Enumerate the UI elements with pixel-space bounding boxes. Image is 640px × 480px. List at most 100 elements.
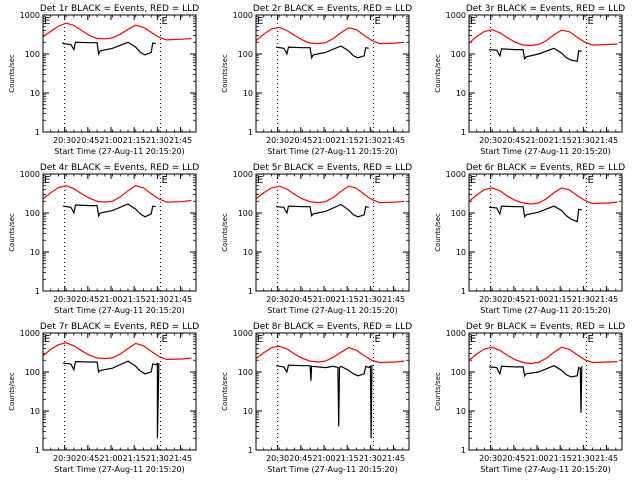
y-axis-label: Counts/sec: [221, 54, 229, 93]
marker-label: E: [161, 16, 167, 27]
y-tick-label: 1000: [233, 329, 253, 338]
chart-title: Det 1r BLACK = Events, RED = LLD: [40, 4, 199, 14]
y-tick-label: 1: [35, 446, 40, 455]
x-tick-label: 21:15: [336, 136, 359, 145]
series-line-events: [489, 47, 582, 63]
y-tick-label: 100: [451, 368, 466, 377]
x-tick-label: 21:30: [572, 454, 595, 463]
x-tick-label: 20:45: [76, 295, 99, 304]
x-axis-label: Start Time (27-Aug-11 20:15:20): [267, 465, 398, 474]
series-line-lld: [255, 345, 405, 364]
chart-panel-3: Det 3r BLACK = Events, RED = LLD Counts/s…: [434, 4, 625, 156]
plot-frame: [468, 173, 623, 292]
series-line-lld: [42, 22, 192, 41]
y-tick-label: 100: [238, 50, 253, 59]
x-tick-label: 21:45: [595, 454, 618, 463]
x-tick-label: 21:30: [359, 295, 382, 304]
chart-panel-4: Det 4r BLACK = Events, RED = LLD Counts/s…: [8, 163, 199, 315]
x-axis-label: Start Time (27-Aug-11 20:15:20): [267, 306, 398, 315]
x-tick-label: 21:15: [549, 136, 572, 145]
marker-label: E: [161, 175, 167, 186]
x-tick-label: 21:45: [595, 295, 618, 304]
x-tick-label: 20:30: [266, 295, 289, 304]
marker-label: E: [470, 175, 476, 186]
x-tick-label: 21:45: [169, 136, 192, 145]
y-tick-label: 1000: [20, 11, 40, 20]
series-line-lld: [468, 346, 618, 365]
x-tick-label: 20:30: [53, 295, 76, 304]
x-tick-label: 20:45: [502, 454, 525, 463]
y-tick-label: 100: [451, 50, 466, 59]
y-tick-label: 100: [25, 50, 40, 59]
marker-label: E: [257, 175, 263, 186]
x-axis-label: Start Time (27-Aug-11 20:15:20): [480, 465, 611, 474]
plot-frame: [468, 14, 623, 133]
y-tick-label: 10: [30, 407, 40, 416]
series-line-lld: [468, 187, 618, 205]
x-tick-label: 21:45: [382, 454, 405, 463]
y-tick-label: 1: [35, 287, 40, 296]
series-line-events: [63, 203, 156, 218]
x-tick-label: 21:30: [359, 454, 382, 463]
x-tick-label: 21:30: [146, 136, 169, 145]
marker-label: E: [44, 175, 50, 186]
marker-label: E: [587, 175, 593, 186]
x-tick-label: 20:30: [266, 136, 289, 145]
x-axis-label: Start Time (27-Aug-11 20:15:20): [267, 147, 398, 156]
series-line-lld: [468, 29, 618, 47]
chart-panel-1: Det 1r BLACK = Events, RED = LLD Counts/s…: [8, 4, 199, 156]
x-tick-label: 21:00: [525, 295, 548, 304]
marker-label: E: [44, 334, 50, 345]
y-tick-label: 100: [25, 368, 40, 377]
x-tick-label: 21:15: [336, 295, 359, 304]
marker-label: E: [161, 334, 167, 345]
y-tick-label: 10: [456, 407, 466, 416]
chart-title: Det 3r BLACK = Events, RED = LLD: [466, 4, 625, 14]
y-tick-label: 1: [35, 128, 40, 137]
x-tick-label: 21:00: [312, 454, 335, 463]
x-tick-label: 21:00: [525, 454, 548, 463]
y-tick-label: 10: [30, 248, 40, 257]
y-axis-label: Counts/sec: [434, 213, 442, 252]
chart-title: Det 5r BLACK = Events, RED = LLD: [253, 163, 412, 173]
series-line-events: [489, 365, 583, 413]
y-tick-label: 10: [456, 89, 466, 98]
y-axis-label: Counts/sec: [434, 372, 442, 411]
x-axis-label: Start Time (27-Aug-11 20:15:20): [54, 306, 185, 315]
y-tick-label: 100: [238, 209, 253, 218]
y-tick-label: 1: [248, 446, 253, 455]
x-tick-label: 21:15: [549, 454, 572, 463]
x-tick-label: 21:30: [359, 136, 382, 145]
x-tick-label: 21:15: [549, 295, 572, 304]
x-tick-label: 21:15: [123, 136, 146, 145]
x-tick-label: 20:45: [502, 136, 525, 145]
plot-frame: [42, 332, 197, 451]
series-line-events: [489, 205, 582, 223]
y-tick-label: 1000: [446, 329, 466, 338]
plot-frame: [255, 14, 410, 133]
x-tick-label: 21:00: [99, 295, 122, 304]
series-line-events: [276, 364, 373, 439]
y-tick-label: 1: [461, 287, 466, 296]
x-tick-label: 21:30: [572, 295, 595, 304]
x-tick-label: 21:45: [382, 136, 405, 145]
y-axis-label: Counts/sec: [8, 213, 16, 252]
y-axis-label: Counts/sec: [434, 54, 442, 93]
x-axis-label: Start Time (27-Aug-11 20:15:20): [480, 147, 611, 156]
y-tick-label: 10: [30, 89, 40, 98]
y-tick-label: 10: [243, 407, 253, 416]
y-tick-label: 100: [238, 368, 253, 377]
x-tick-label: 21:00: [99, 136, 122, 145]
chart-title: Det 9r BLACK = Events, RED = LLD: [466, 322, 625, 332]
y-tick-label: 1000: [446, 170, 466, 179]
chart-title: Det 7r BLACK = Events, RED = LLD: [40, 322, 199, 332]
x-tick-label: 20:45: [76, 136, 99, 145]
plot-frame: [255, 173, 410, 292]
marker-label: E: [470, 16, 476, 27]
x-tick-label: 20:45: [502, 295, 525, 304]
y-axis-label: Counts/sec: [8, 54, 16, 93]
y-tick-label: 100: [25, 209, 40, 218]
x-tick-label: 21:00: [312, 136, 335, 145]
marker-label: E: [470, 334, 476, 345]
series-line-events: [62, 41, 156, 56]
